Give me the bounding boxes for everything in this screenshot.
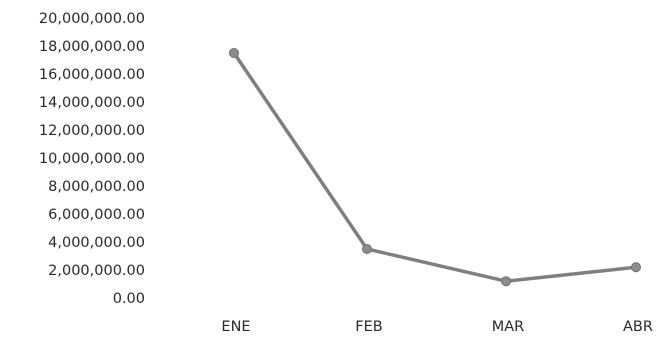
data-point-mar — [501, 276, 511, 287]
series-line — [232, 51, 638, 283]
y-tick-label: 0.00 — [113, 291, 145, 307]
x-tick-label: ABR — [623, 319, 653, 335]
x-tick-label: FEB — [355, 319, 382, 335]
y-tick-label: 16,000,000.00 — [39, 67, 145, 83]
data-point-ene — [229, 48, 239, 58]
data-point-abr — [631, 262, 641, 273]
y-tick-label: 14,000,000.00 — [39, 95, 145, 111]
y-tick-label: 18,000,000.00 — [39, 39, 145, 55]
y-axis-tick-labels: 20,000,000.00 18,000,000.00 16,000,000.00 1… — [39, 11, 145, 307]
y-tick-label: 4,000,000.00 — [48, 235, 145, 251]
series-layer — [229, 48, 641, 287]
y-tick-label: 6,000,000.00 — [48, 207, 145, 223]
x-tick-label: MAR — [492, 319, 525, 335]
y-tick-label: 10,000,000.00 — [39, 151, 145, 167]
x-tick-label: ENE — [221, 319, 250, 335]
y-tick-label: 8,000,000.00 — [48, 179, 145, 195]
y-tick-label: 2,000,000.00 — [48, 263, 145, 279]
y-tick-label: 20,000,000.00 — [39, 11, 145, 27]
data-point-feb — [362, 244, 372, 254]
y-tick-label: 12,000,000.00 — [39, 123, 145, 139]
x-axis-tick-labels: ENE FEB MAR ABR — [221, 319, 653, 335]
